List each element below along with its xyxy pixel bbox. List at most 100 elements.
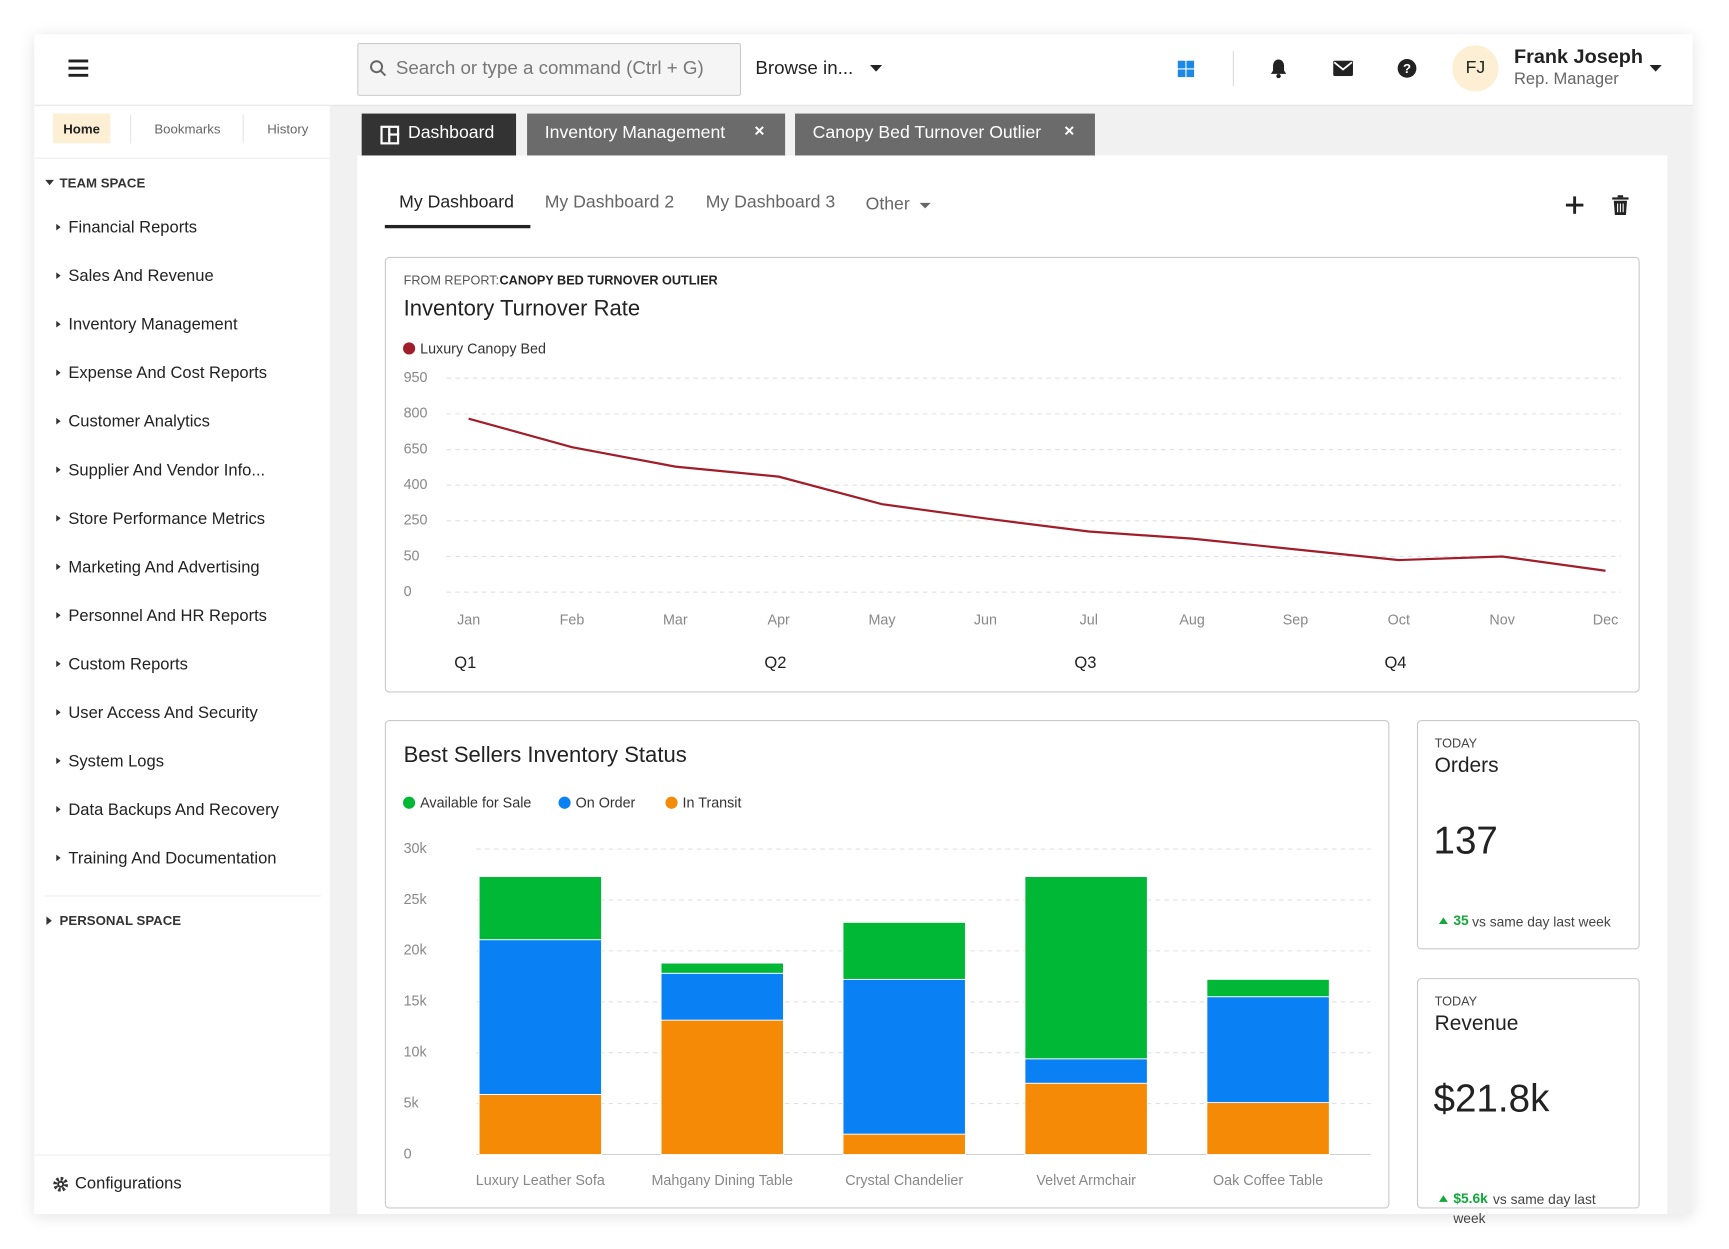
x-tick-label: Jul bbox=[1080, 613, 1098, 629]
y-tick-label: 25k bbox=[404, 892, 428, 908]
x-tick-label: Jun bbox=[974, 613, 997, 629]
sidebar-item[interactable]: Training And Documentation bbox=[68, 849, 277, 868]
sidebar-item[interactable]: Expense And Cost Reports bbox=[68, 363, 267, 383]
sidebar-item[interactable]: Customer Analytics bbox=[68, 412, 210, 432]
y-tick-label: 800 bbox=[404, 406, 428, 422]
caret bbox=[45, 179, 55, 186]
kpi-label: TODAY bbox=[1434, 995, 1478, 1009]
x-group-label: Q2 bbox=[764, 653, 786, 672]
x-group-label: Q3 bbox=[1074, 653, 1096, 672]
x-group-label: Q4 bbox=[1384, 653, 1406, 672]
dashboard-icon bbox=[380, 125, 400, 145]
sidebar-item[interactable]: Store Performance Metrics bbox=[68, 509, 266, 529]
line-chart-card bbox=[384, 256, 1640, 693]
windows-icon[interactable] bbox=[1177, 60, 1195, 78]
bar-segment bbox=[478, 876, 602, 941]
caret bbox=[46, 916, 52, 926]
divider bbox=[34, 1154, 330, 1156]
bar-segment bbox=[842, 1133, 966, 1155]
browse-menu[interactable]: Browse in... bbox=[755, 57, 854, 79]
x-tick-label: Velvet Armchair bbox=[1036, 1173, 1136, 1189]
sidebar-tab[interactable]: History bbox=[267, 121, 309, 137]
bar-segment bbox=[478, 1093, 602, 1155]
bell-icon[interactable] bbox=[1269, 58, 1288, 79]
section-title[interactable]: PERSONAL SPACE bbox=[59, 913, 182, 929]
chart-title: Inventory Turnover Rate bbox=[403, 296, 641, 321]
caret bbox=[56, 369, 61, 377]
sidebar-item[interactable]: User Access And Security bbox=[68, 703, 258, 723]
sidebar-item[interactable]: Inventory Management bbox=[68, 315, 238, 335]
caret bbox=[56, 611, 61, 619]
subtab-underline bbox=[384, 224, 531, 229]
divider bbox=[242, 114, 244, 144]
subtab[interactable]: Other bbox=[865, 195, 910, 214]
bar-segment bbox=[1206, 1102, 1330, 1155]
bar-segment bbox=[1024, 876, 1148, 1060]
tab-close[interactable]: × bbox=[754, 122, 765, 142]
caret bbox=[56, 806, 61, 813]
user-role: Rep. Manager bbox=[1513, 69, 1619, 89]
x-tick-label: Luxury Leather Sofa bbox=[476, 1173, 605, 1189]
caret bbox=[56, 466, 61, 474]
caret bbox=[56, 757, 61, 765]
mail-icon[interactable] bbox=[1333, 60, 1353, 77]
x-tick-label: Mar bbox=[663, 613, 688, 629]
sidebar-item[interactable]: Custom Reports bbox=[68, 654, 188, 674]
x-tick-label: Sep bbox=[1283, 613, 1309, 629]
bar-segment bbox=[842, 978, 966, 1135]
plus-icon[interactable] bbox=[1565, 196, 1584, 214]
sidebar-item[interactable]: Marketing And Advertising bbox=[68, 557, 260, 577]
sidebar-item[interactable]: Sales And Revenue bbox=[68, 266, 214, 286]
section-title[interactable]: TEAM SPACE bbox=[59, 175, 146, 191]
x-tick-label: Apr bbox=[768, 613, 791, 629]
divider bbox=[34, 157, 330, 159]
sidebar-item[interactable]: Financial Reports bbox=[68, 218, 198, 238]
avatar[interactable] bbox=[1452, 45, 1499, 92]
chart-source: CANOPY BED TURNOVER OUTLIER bbox=[499, 274, 718, 288]
caret bbox=[56, 417, 61, 425]
legend-marker bbox=[403, 342, 416, 355]
subtab[interactable]: My Dashboard bbox=[399, 192, 514, 212]
kpi-title: Orders bbox=[1434, 754, 1499, 778]
y-tick-label: 50 bbox=[404, 548, 420, 564]
sidebar-item[interactable]: Supplier And Vendor Info... bbox=[68, 460, 266, 480]
caret bbox=[870, 65, 883, 72]
subtab[interactable]: My Dashboard 2 bbox=[544, 192, 675, 212]
y-tick-label: 15k bbox=[404, 994, 428, 1010]
sidebar-tab[interactable]: Bookmarks bbox=[154, 121, 221, 137]
x-tick-label: Oct bbox=[1388, 613, 1410, 629]
bar-segment bbox=[1206, 996, 1330, 1104]
search-placeholder: Search or type a command (Ctrl + G) bbox=[395, 57, 704, 79]
caret bbox=[56, 563, 61, 571]
bar-segment bbox=[660, 962, 784, 974]
tab-close[interactable]: × bbox=[1064, 122, 1075, 142]
sidebar-item[interactable]: Data Backups And Recovery bbox=[68, 800, 279, 820]
tab[interactable] bbox=[795, 113, 1095, 156]
help-icon[interactable]: ? bbox=[1397, 58, 1417, 78]
divider bbox=[130, 114, 132, 144]
kpi-title: Revenue bbox=[1434, 1012, 1519, 1036]
tab[interactable] bbox=[527, 113, 786, 156]
x-tick-label: Nov bbox=[1489, 613, 1515, 629]
trash-icon[interactable] bbox=[1612, 195, 1629, 216]
legend-marker bbox=[403, 796, 416, 809]
sidebar bbox=[34, 105, 330, 1215]
bar-segment bbox=[1024, 1058, 1148, 1084]
sidebar-tab[interactable]: Home bbox=[63, 121, 100, 137]
y-tick-label: 650 bbox=[404, 441, 428, 457]
bar-segment bbox=[660, 972, 784, 1021]
chart-title: Best Sellers Inventory Status bbox=[403, 743, 687, 768]
y-tick-label: 250 bbox=[404, 513, 428, 529]
sidebar-item[interactable]: Personnel And HR Reports bbox=[68, 606, 267, 626]
caret bbox=[56, 854, 61, 862]
caret[interactable] bbox=[1649, 65, 1662, 73]
x-tick-label: Mahgany Dining Table bbox=[651, 1173, 793, 1189]
menu-icon[interactable] bbox=[68, 57, 90, 79]
search-box[interactable] bbox=[357, 43, 742, 96]
caret bbox=[56, 223, 61, 231]
x-tick-label: Aug bbox=[1179, 613, 1205, 629]
legend-label: Luxury Canopy Bed bbox=[420, 341, 546, 357]
configurations[interactable]: Configurations bbox=[74, 1174, 182, 1194]
subtab[interactable]: My Dashboard 3 bbox=[705, 192, 836, 212]
sidebar-item[interactable]: System Logs bbox=[68, 752, 164, 771]
